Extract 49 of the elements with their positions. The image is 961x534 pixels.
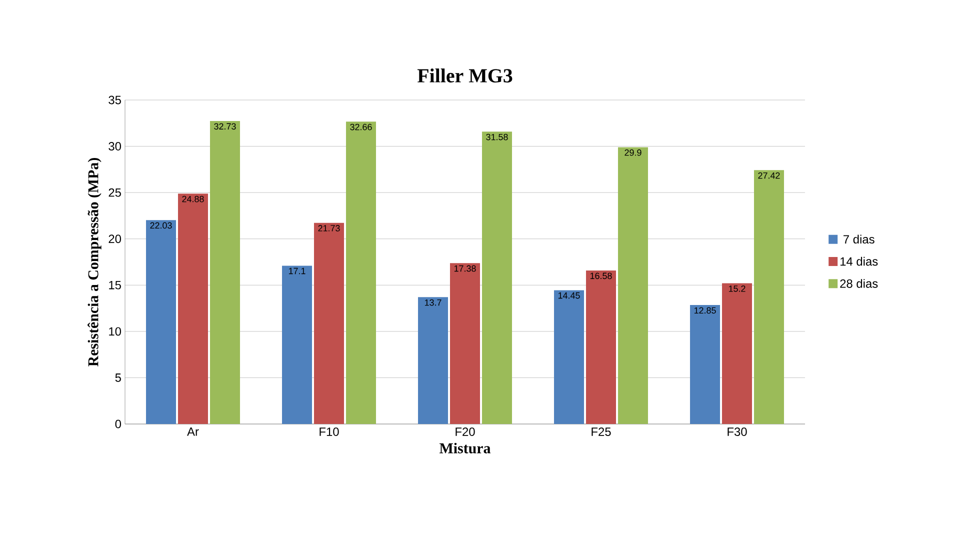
data-label: 27.42 <box>758 172 780 179</box>
data-label: 15.2 <box>728 285 746 292</box>
bar <box>146 220 176 424</box>
data-label: 29.9 <box>624 149 642 156</box>
y-tick-label: 30 <box>108 142 122 151</box>
bar <box>178 194 208 424</box>
data-label: 32.66 <box>350 124 372 130</box>
data-label: 13.7 <box>424 299 442 306</box>
bar <box>754 170 784 424</box>
y-tick-label: 0 <box>115 420 122 428</box>
y-tick-label: 25 <box>108 188 121 197</box>
bar <box>618 147 648 424</box>
bar <box>690 305 720 424</box>
y-tick-label: 5 <box>115 374 121 382</box>
data-label: 22.03 <box>150 222 172 229</box>
chart-title: Filler MG3 <box>417 68 512 82</box>
bar <box>314 222 344 424</box>
bar <box>282 266 312 424</box>
bar <box>586 270 616 424</box>
x-tick-label: Ar <box>187 428 199 436</box>
y-tick-label: 10 <box>109 327 122 336</box>
bar <box>450 263 480 424</box>
y-axis-title: Resistência a Compressão (MPa) <box>88 158 102 366</box>
bar <box>482 132 512 424</box>
data-label: 24.88 <box>182 196 204 202</box>
data-label: 21.73 <box>318 225 340 232</box>
x-tick-label: F25 <box>592 428 611 436</box>
y-tick-label: 35 <box>108 96 121 104</box>
x-tick-label: F30 <box>728 428 747 436</box>
x-tick-label: F20 <box>456 428 475 436</box>
y-tick-label: 15 <box>109 280 121 290</box>
y-tick-label: 20 <box>108 234 122 244</box>
bar <box>418 297 448 424</box>
bar <box>346 122 376 424</box>
bar <box>554 290 584 424</box>
data-label: 31.58 <box>486 134 508 140</box>
bar <box>722 283 752 424</box>
data-label: 17.38 <box>454 265 476 272</box>
legend-label: 28 dias <box>840 279 878 288</box>
data-label: 12.85 <box>694 307 716 314</box>
data-label: 17.1 <box>288 268 306 274</box>
legend-label: 7 dias <box>844 234 874 244</box>
x-axis-title: Mistura <box>440 442 491 454</box>
data-label: 16.58 <box>590 272 612 280</box>
data-label: 32.73 <box>214 123 236 130</box>
bar <box>210 121 240 424</box>
data-label: 14.45 <box>558 292 580 299</box>
x-tick-label: F10 <box>320 428 339 436</box>
legend-label: 14 dias <box>840 256 878 266</box>
